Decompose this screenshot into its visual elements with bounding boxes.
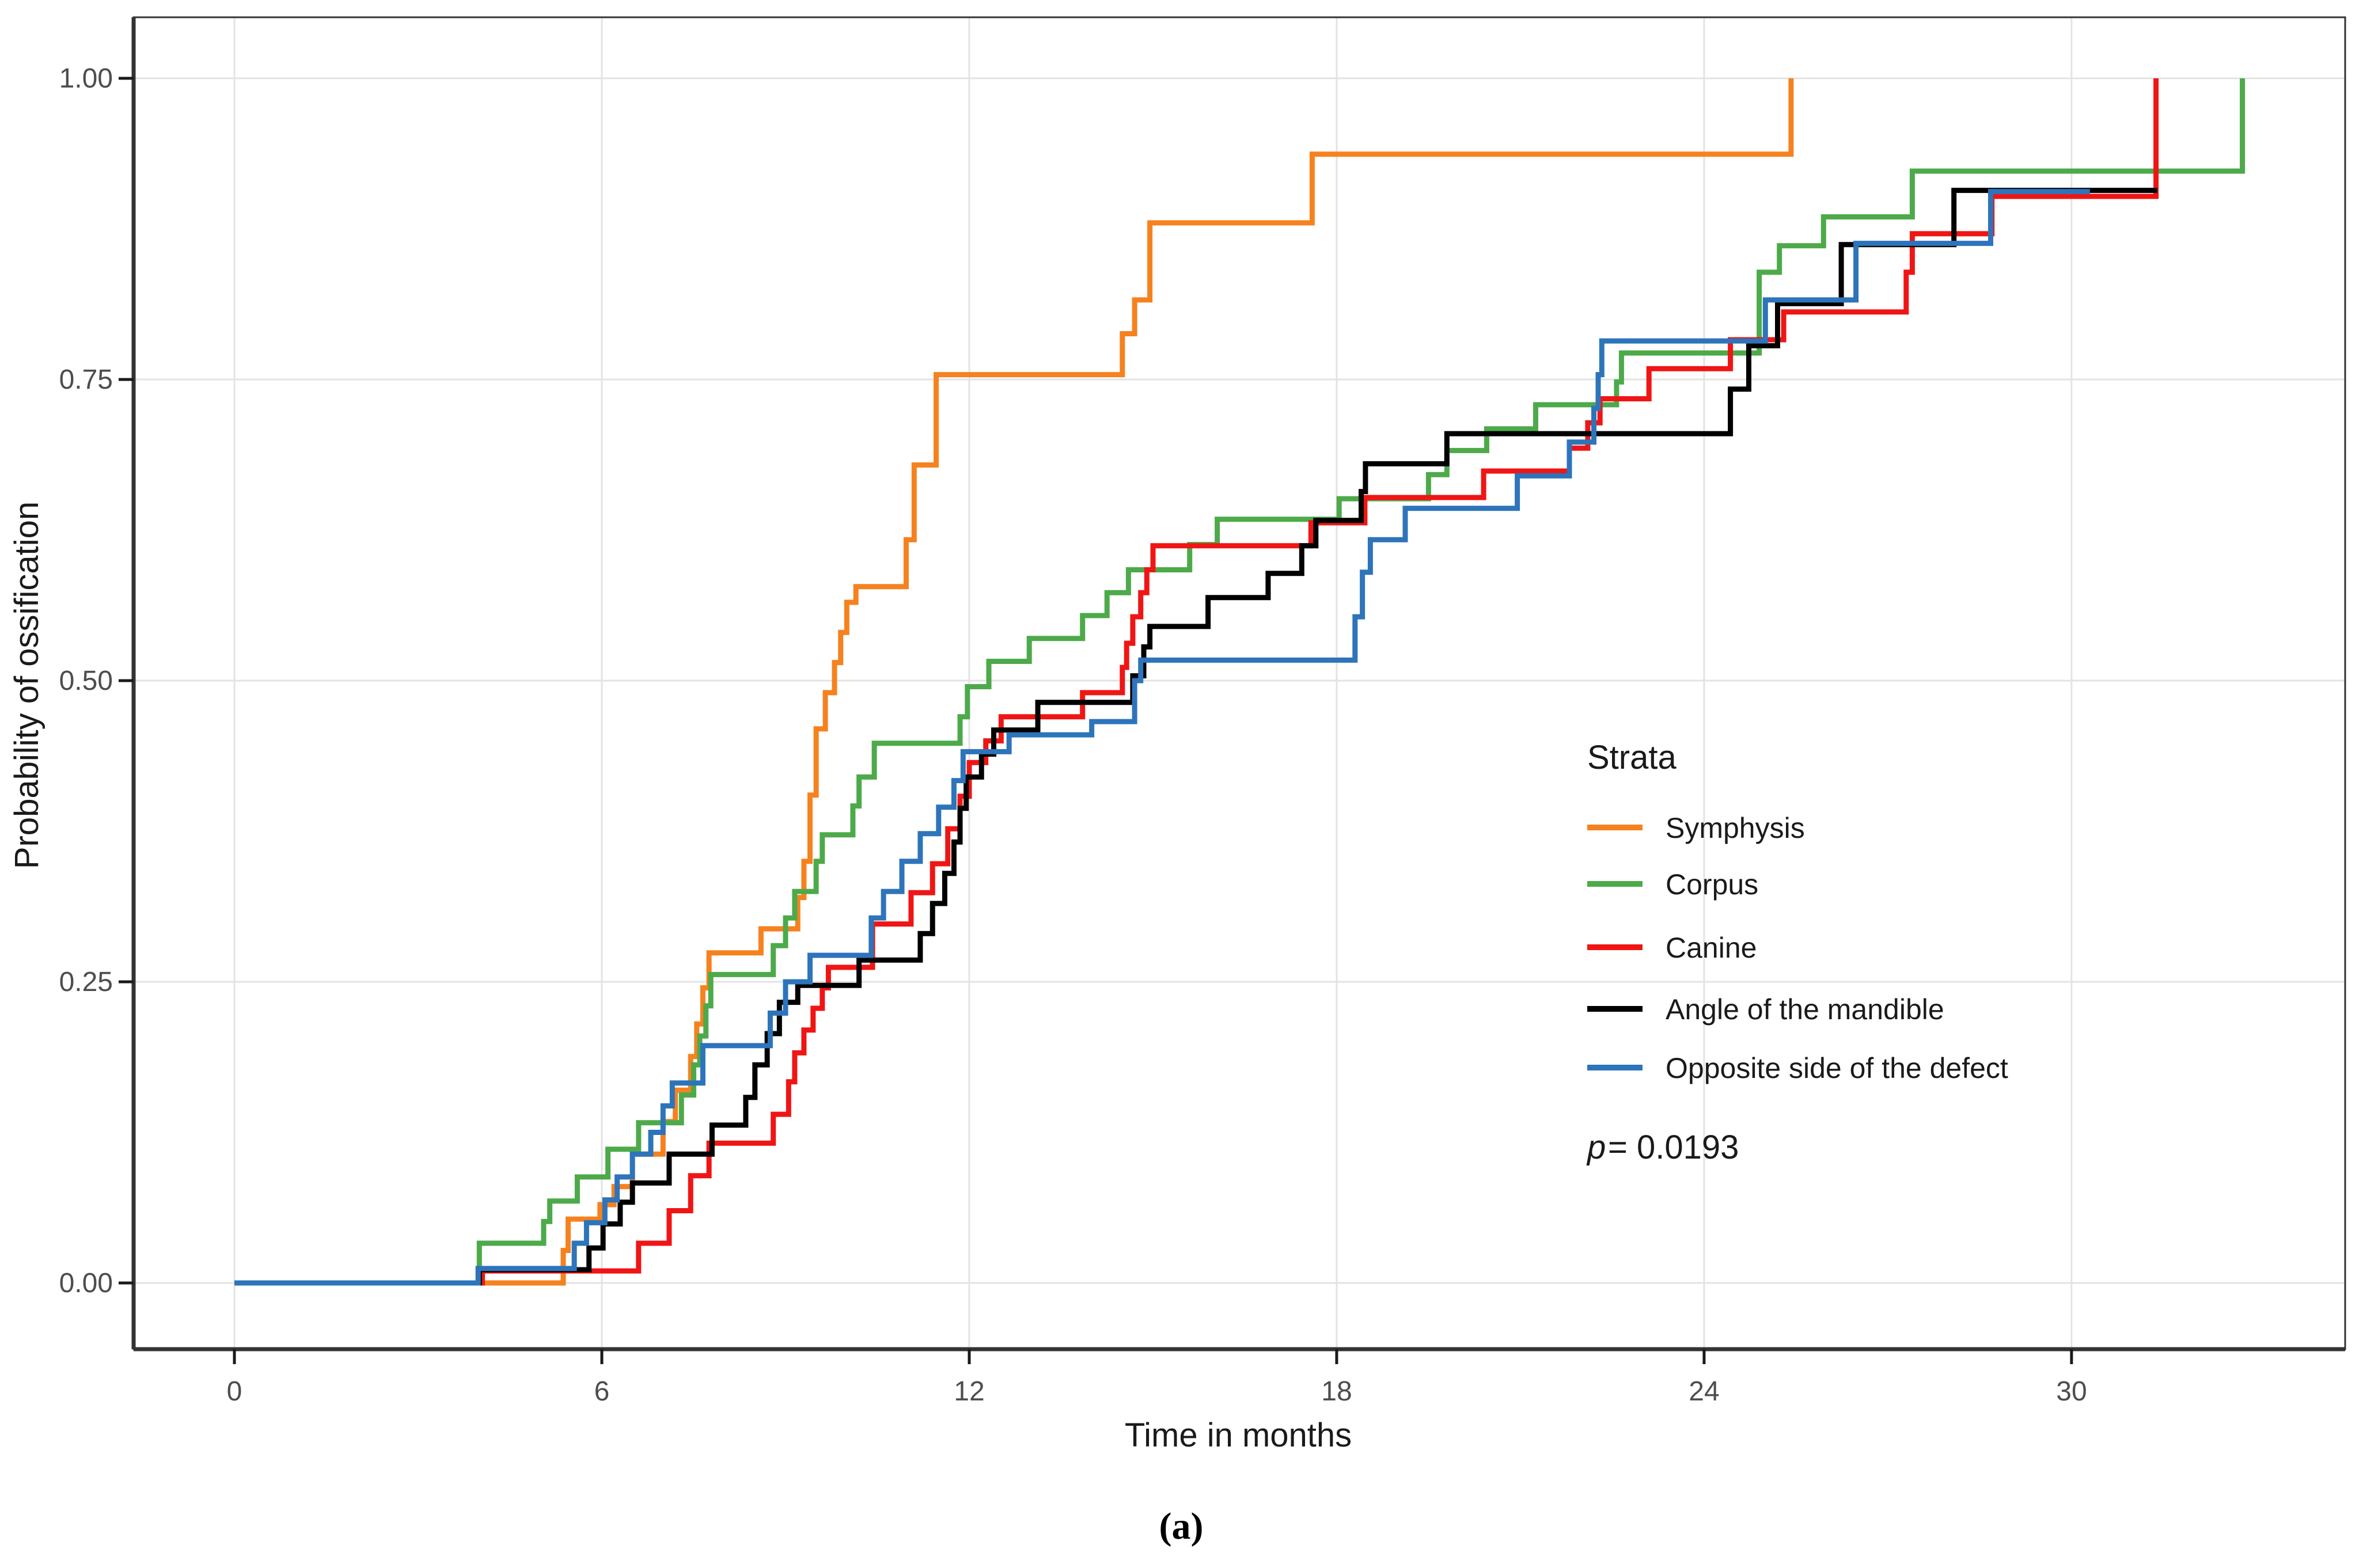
y-tick-0.75: 0.75	[59, 365, 113, 395]
legend-label-canine: Canine	[1666, 932, 1757, 964]
p-value-rest: = 0.0193	[1608, 1129, 1739, 1166]
panel-border	[132, 16, 2346, 1350]
y-tick-1.00: 1.00	[59, 63, 113, 94]
plot-panel	[119, 16, 2346, 1364]
y-tick-0.00: 0.00	[59, 1268, 113, 1299]
legend-swatches	[1587, 825, 1643, 1070]
series-Corpus	[234, 78, 2246, 1286]
figure-caption: (a)	[1159, 1505, 1204, 1547]
series-Canine	[234, 78, 2159, 1286]
x-tick-24: 24	[1689, 1376, 1719, 1407]
y-axis-title: Probability of ossification	[8, 502, 45, 869]
y-tick-0.50: 0.50	[59, 666, 113, 696]
x-tick-6: 6	[594, 1376, 610, 1407]
p-value-p: p	[1586, 1129, 1606, 1166]
series-Opposite side of the defect	[234, 189, 2090, 1286]
x-tick-30: 30	[2056, 1376, 2087, 1407]
legend-title: Strata	[1587, 739, 1677, 776]
x-tick-0: 0	[227, 1376, 242, 1407]
legend-label-corpus: Corpus	[1666, 868, 1758, 901]
y-tick-0.25: 0.25	[59, 967, 113, 997]
x-tick-12: 12	[954, 1376, 984, 1407]
legend-label-symphysis: Symphysis	[1666, 812, 1805, 844]
series-Angle of the mandible	[234, 188, 2157, 1286]
legend-label-opposite: Opposite side of the defect	[1666, 1052, 2008, 1084]
x-axis-title: Time in months	[1125, 1417, 1352, 1454]
p-value: p = 0.0193	[1586, 1129, 1739, 1166]
legend-label-angle: Angle of the mandible	[1666, 993, 1944, 1026]
legend: Strata Symphysis Corpus Canine Angle of …	[1587, 739, 2008, 1084]
x-tick-18: 18	[1321, 1376, 1352, 1407]
